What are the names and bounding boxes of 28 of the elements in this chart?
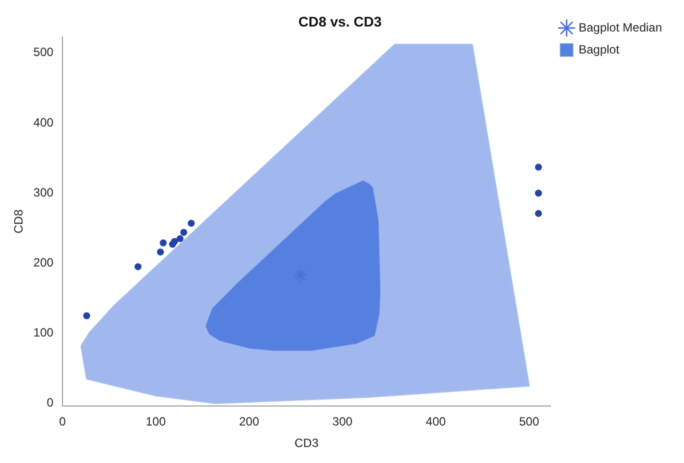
x-tick-label: 0 [59,414,66,429]
point [170,238,178,245]
point [534,164,542,171]
point [188,220,195,227]
x-tick-label: 300 [332,414,353,429]
point [534,210,542,217]
y-tick-label: 300 [33,185,54,200]
y-tick-label: 200 [33,256,54,270]
point [176,235,184,242]
point [534,190,542,197]
point [160,239,167,246]
point [134,263,142,270]
x-axis-title: CD3 [294,436,319,450]
y-tick-label: 400 [33,115,54,130]
x-tick-label: 200 [239,414,260,429]
legend-label: Bagplot [578,42,620,56]
point [180,228,188,236]
x-tick-label: 400 [426,414,446,429]
point [83,312,90,320]
point [156,248,164,256]
x-tick-label: 500 [519,414,540,429]
y-tick-label: 0 [46,396,54,410]
y-tick-label: 500 [33,45,54,60]
y-axis-title: CD8 [12,209,26,234]
legend-label: Bagplot Median [578,20,662,34]
y-tick-label: 100 [33,326,54,340]
chart-title: CD8 vs. CD3 [298,13,382,30]
x-tick-label: 100 [146,414,166,429]
